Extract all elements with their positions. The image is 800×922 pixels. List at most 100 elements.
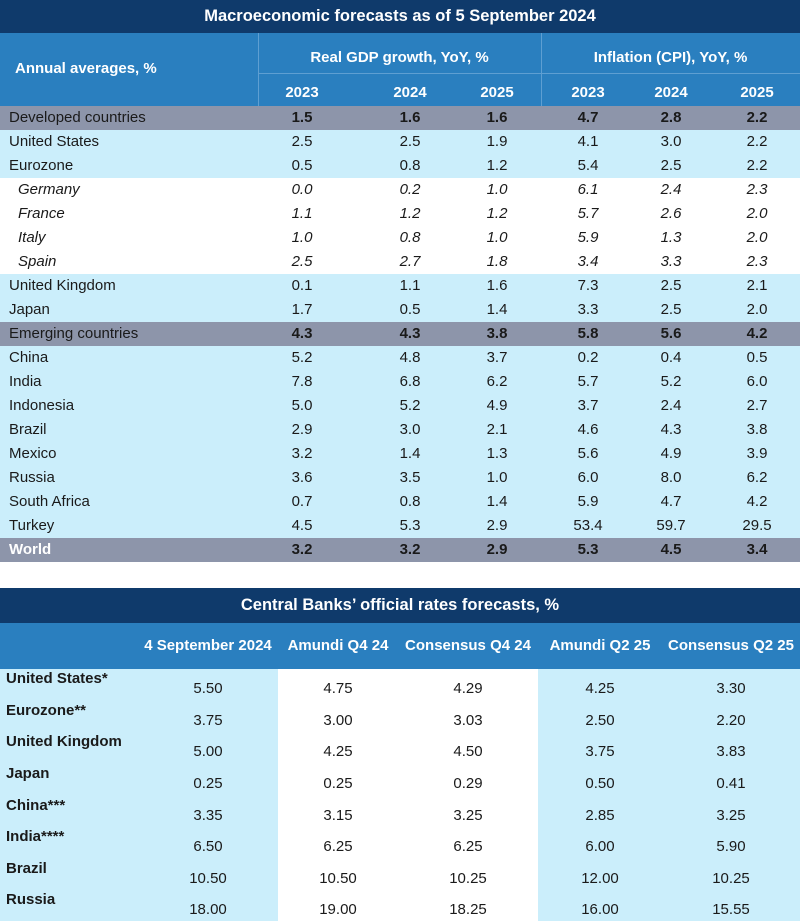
rate-value: 2.20	[716, 712, 746, 729]
gdp-value: 3.7	[486, 349, 508, 366]
rate-value: 6.25	[453, 838, 483, 855]
country-row: Spain 2.5 2.7 1.8 3.4 3.3 2.3	[0, 250, 800, 274]
inflation-value: 4.1	[577, 133, 599, 150]
gdp-value: 4.8	[399, 349, 421, 366]
rates-row: China*** 3.35 3.15 3.25 2.85 3.25	[0, 796, 800, 828]
country-row: Turkey 4.5 5.3 2.9 53.4 59.7 29.5	[0, 514, 800, 538]
aggregate-row: World 3.2 3.2 2.9 5.3 4.5 3.4	[0, 538, 800, 562]
gdp-value: 5.2	[399, 397, 421, 414]
gdp-value: 1.0	[291, 229, 313, 246]
rates-table-body: United States* 5.50 4.75 4.29 4.25 3.30 Eurozo…	[0, 669, 800, 921]
macro-forecast-table: Macroeconomic forecasts as of 5 Septembe…	[0, 0, 800, 562]
gdp-value: 2.9	[486, 541, 508, 558]
inflation-value: 5.6	[660, 325, 682, 342]
rates-forecast-table: Central Banks’ official rates forecasts,…	[0, 588, 800, 921]
inflation-value: 4.7	[660, 493, 682, 510]
rate-value: 6.00	[585, 838, 615, 855]
inflation-value: 5.4	[577, 157, 599, 174]
gdp-value: 3.8	[486, 325, 508, 342]
gdp-value: 3.2	[399, 541, 421, 558]
inflation-value: 2.4	[660, 397, 682, 414]
inflation-value: 7.3	[577, 277, 599, 294]
gdp-value: 0.8	[399, 493, 421, 510]
inflation-value: 3.8	[746, 421, 768, 438]
gdp-value: 4.9	[486, 397, 508, 414]
inflation-value: 6.0	[577, 469, 599, 486]
macro-table-title: Macroeconomic forecasts as of 5 Septembe…	[0, 0, 800, 33]
rate-value: 0.25	[323, 775, 353, 792]
gdp-value: 1.4	[486, 493, 508, 510]
rate-value: 5.90	[716, 838, 746, 855]
inflation-value: 1.3	[660, 229, 682, 246]
gdp-value: 2.7	[399, 253, 421, 270]
inflation-value: 2.3	[746, 253, 768, 270]
gdp-value: 4.3	[291, 325, 313, 342]
gdp-value: 1.4	[486, 301, 508, 318]
inflation-value: 2.8	[660, 109, 682, 126]
gdp-value: 0.2	[399, 181, 421, 198]
country-row: Mexico 3.2 1.4 1.3 5.6 4.9 3.9	[0, 442, 800, 466]
country-name: United Kingdom	[9, 277, 116, 294]
rates-row: Japan 0.25 0.25 0.29 0.50 0.41	[0, 764, 800, 796]
inflation-value: 5.2	[660, 373, 682, 390]
inflation-value: 3.7	[577, 397, 599, 414]
gdp-value: 4.5	[291, 517, 313, 534]
macro-table-header: Annual averages, % Real GDP growth, YoY,…	[0, 33, 800, 106]
inflation-value: 5.6	[577, 445, 599, 462]
rate-value: 4.25	[323, 743, 353, 760]
country-row: India 7.8 6.8 6.2 5.7 5.2 6.0	[0, 370, 800, 394]
gdp-value: 6.2	[486, 373, 508, 390]
inflation-value: 2.5	[660, 157, 682, 174]
country-name: World	[9, 541, 52, 558]
year-header: 2024	[654, 84, 688, 101]
gdp-value: 0.5	[399, 301, 421, 318]
inflation-value: 8.0	[660, 469, 682, 486]
rate-value: 10.25	[712, 870, 750, 887]
gdp-value: 1.2	[399, 205, 421, 222]
country-row: Brazil 2.9 3.0 2.1 4.6 4.3 3.8	[0, 418, 800, 442]
rate-value: 0.50	[585, 775, 615, 792]
country-name: Brazil	[9, 421, 47, 438]
row-header-label: Annual averages, %	[15, 60, 157, 77]
rates-column-header: Consensus Q4 24	[405, 637, 531, 654]
country-name: Mexico	[9, 445, 57, 462]
year-header: 2023	[285, 84, 319, 101]
country-name: Emerging countries	[9, 325, 139, 342]
inflation-value: 5.9	[577, 229, 599, 246]
gdp-value: 3.6	[291, 469, 313, 486]
country-row: United Kingdom 0.1 1.1 1.6 7.3 2.5 2.1	[0, 274, 800, 298]
gdp-value: 0.8	[399, 157, 421, 174]
gdp-value: 0.8	[399, 229, 421, 246]
gdp-value: 1.2	[486, 157, 508, 174]
gdp-value: 1.1	[291, 205, 313, 222]
rates-row: United Kingdom 5.00 4.25 4.50 3.75 3.83	[0, 732, 800, 764]
inflation-value: 2.3	[746, 181, 768, 198]
country-name: Brazil	[6, 860, 47, 877]
rates-column-header: Amundi Q2 25	[549, 637, 651, 654]
inflation-value: 2.0	[746, 301, 768, 318]
inflation-value: 2.0	[746, 229, 768, 246]
rate-value: 2.50	[585, 712, 615, 729]
inflation-value: 5.9	[577, 493, 599, 510]
rate-value: 3.75	[193, 712, 223, 729]
gdp-value: 2.5	[291, 253, 313, 270]
inflation-value: 3.3	[660, 253, 682, 270]
column-shade	[0, 669, 278, 921]
year-header: 2025	[480, 84, 514, 101]
gdp-value: 1.6	[399, 109, 421, 126]
column-shade	[538, 669, 800, 921]
rate-value: 3.03	[453, 712, 483, 729]
rate-value: 0.25	[193, 775, 223, 792]
rate-value: 10.50	[189, 870, 227, 887]
country-name: Japan	[6, 765, 50, 782]
gdp-value: 5.0	[291, 397, 313, 414]
rate-value: 3.15	[323, 807, 353, 824]
rate-value: 15.55	[712, 901, 750, 918]
rate-value: 2.85	[585, 807, 615, 824]
inflation-value: 3.3	[577, 301, 599, 318]
inflation-value: 0.4	[660, 349, 682, 366]
rate-value: 4.75	[323, 680, 353, 697]
inflation-value: 0.5	[746, 349, 768, 366]
gdp-value: 1.2	[486, 205, 508, 222]
country-name: China***	[6, 797, 66, 814]
